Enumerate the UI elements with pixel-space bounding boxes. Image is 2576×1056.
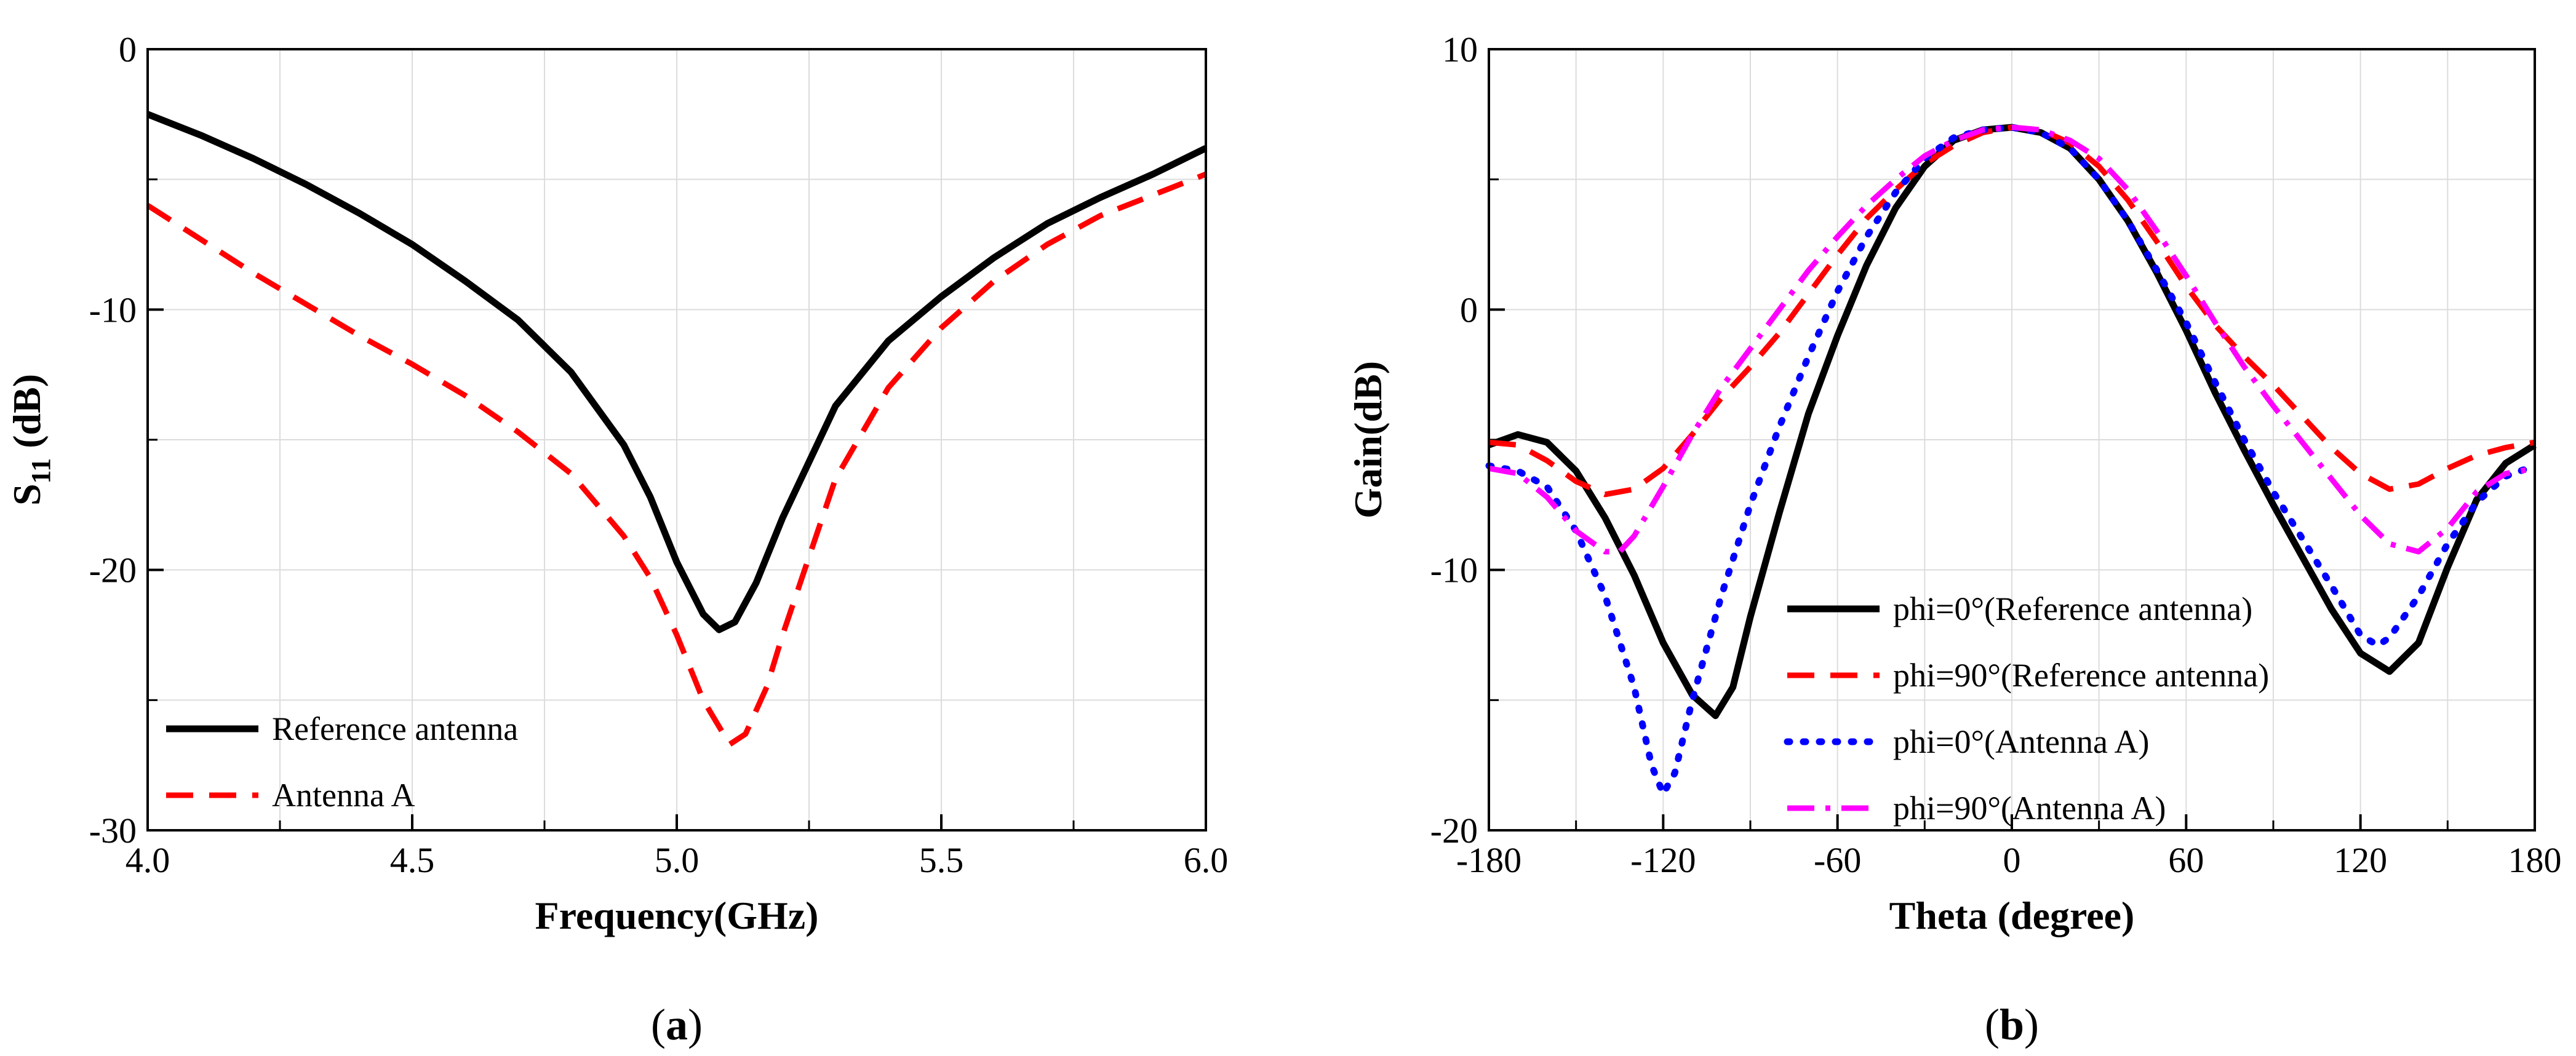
chart-b-series-3-line [1488,124,2535,555]
chart-b-ytick-label: 0 [1460,290,1478,330]
chart-b-xtick-label: 0 [2003,840,2021,880]
chart-a-caption-close: ) [688,1000,703,1049]
chart-a-xtick-label: 5.0 [655,840,700,880]
chart-a-caption-open: ( [651,1000,666,1049]
chart-a-caption: (a) [651,1000,703,1049]
chart-a-ytick-label: -20 [89,550,137,590]
chart-b-ytick-label: 10 [1442,30,1478,69]
chart-a: 4.0 4.5 5.0 5.5 6.0 -30 -20 -10 0 Frequency(GHz) S… [5,30,1228,1049]
chart-b-plot-frame [1488,48,2536,832]
chart-a-series-0-line [146,111,1208,633]
chart-a-ylabel-rest: (dB) [5,374,49,458]
chart-b-xtick-label: -60 [1814,840,1861,880]
chart-b-ytick-label: -20 [1430,811,1478,851]
chart-b-legend-label-3: phi=90°(Antenna A) [1893,790,2166,827]
chart-b-legend-label-0: phi=0°(Reference antenna) [1893,590,2252,627]
chart-a-xtick-label: 6.0 [1184,840,1229,880]
chart-a-ylabel: S11 (dB) [5,374,56,506]
chart-b-legend-label-1: phi=90°(Reference antenna) [1893,657,2269,694]
chart-a-ylabel-sub: 11 [26,458,56,484]
chart-b-caption-letter: b [2000,1000,2024,1049]
chart-a-caption-letter: a [666,1000,688,1049]
chart-a-xtick-label: 4.5 [390,840,435,880]
chart-a-ytick-label: -10 [89,290,137,330]
chart-b-ylabel: Gain(dB) [1346,361,1390,518]
chart-a-xlabel: Frequency(GHz) [535,894,819,937]
chart-b-xtick-label: -120 [1630,840,1696,880]
chart-b-legend-label-2: phi=0°(Antenna A) [1893,723,2149,760]
chart-b-xlabel: Theta (degree) [1889,894,2135,937]
chart-a-xtick-label: 5.5 [919,840,964,880]
chart-b-xtick-label: -180 [1456,840,1521,880]
chart-a-legend-label-0: Reference antenna [272,710,518,747]
chart-a-plot-frame [146,48,1207,832]
chart-a-ytick-label: 0 [119,30,137,69]
chart-a-legend-label-1: Antenna A [272,777,415,814]
chart-b-xtick-label: 120 [2334,840,2387,880]
chart-a-ytick-label: -30 [89,811,137,851]
chart-b-caption: (b) [1985,1000,2039,1049]
chart-b-ytick-label: -10 [1430,550,1478,590]
chart-b-xtick-label: 60 [2168,840,2204,880]
chart-b-xtick-label: 180 [2508,840,2562,880]
chart-a-ylabel-main: S [5,483,49,506]
chart-b-caption-open: ( [1985,1000,2000,1049]
chart-b-caption-close: ) [2024,1000,2039,1049]
chart-a-xtick-label: 4.0 [126,840,170,880]
chart-b: -180 -120 -60 0 60 120 180 -20 -10 0 10 Theta (degr… [1346,30,2562,1049]
